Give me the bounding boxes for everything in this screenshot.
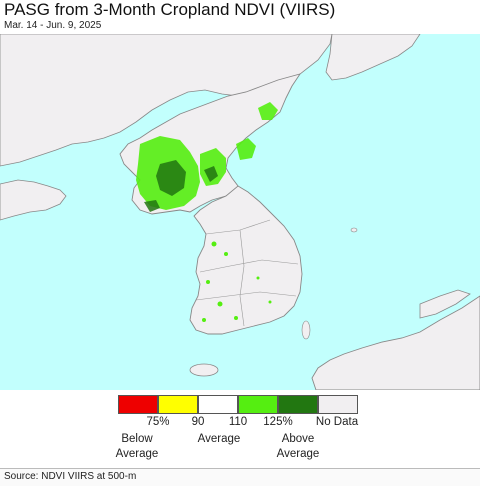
date-range: Mar. 14 - Jun. 9, 2025 [4,20,102,31]
legend-above-average: Above Average [276,433,320,460]
japan-north-coast [419,289,471,319]
map-title: PASG from 3-Month Cropland NDVI (VIIRS) [4,0,336,19]
legend-swatch-75-90 [158,395,198,414]
shandong-peninsula [0,179,67,221]
ndvi-map [0,34,480,390]
legend-tick-125: 125% [263,416,293,428]
legend-tick-110: 110 [228,416,248,428]
footer: Source: NDVI VIIRS at 500-m [0,468,480,486]
russia-far-east [325,34,421,81]
legend-tick-90: 90 [191,416,205,428]
legend-swatch-110-125 [238,395,278,414]
legend-below-average: Below Average [115,433,159,460]
legend-swatch-no-data [318,395,358,414]
ulleung-island [350,227,358,233]
legend-swatch-below-75 [118,395,158,414]
source-credit: Source: NDVI VIIRS at 500-m [4,471,137,482]
japan [311,295,480,390]
strongly-above-average-patches [144,160,218,212]
jeju-island [189,363,219,377]
mainland-china-russia [0,34,333,167]
legend-average: Average [197,433,241,445]
legend: 75% 90 110 125% No Data Below Average Av… [0,395,480,465]
tsushima-island [301,320,311,340]
legend-swatch-90-110 [198,395,238,414]
south-korea-green-specks [202,241,272,322]
legend-tick-75: 75% [146,416,170,428]
province-borders [195,219,299,327]
legend-no-data-label: No Data [315,416,359,428]
legend-swatch-above-125 [278,395,318,414]
